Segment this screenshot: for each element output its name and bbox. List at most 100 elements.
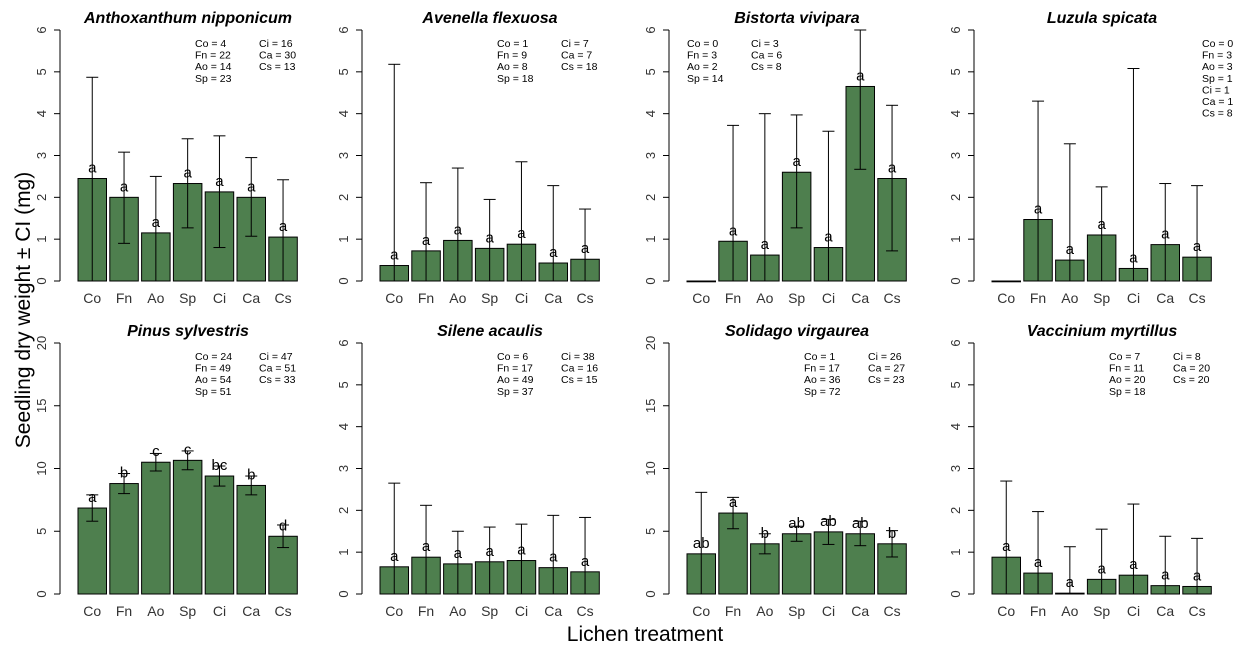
sample-size-label: Co = 0 <box>1202 38 1233 50</box>
significance-letter: b <box>761 525 769 542</box>
category-label: Sp <box>179 603 196 619</box>
y-tick-label: 3 <box>34 152 49 159</box>
category-label: Fn <box>1030 603 1046 619</box>
significance-letter: ab <box>693 535 710 552</box>
category-label: Ci <box>515 290 528 306</box>
y-tick-label: 5 <box>948 381 963 388</box>
y-tick-label: 5 <box>643 528 658 535</box>
category-label: Co <box>83 603 101 619</box>
category-label: Fn <box>116 603 132 619</box>
sample-size-label: Ca = 6 <box>751 50 782 62</box>
sample-size-label: Ao = 54 <box>195 374 232 386</box>
category-label: Ci <box>822 603 835 619</box>
sample-size-label: Fn = 22 <box>195 50 231 62</box>
sample-size-label: Fn = 17 <box>497 363 533 375</box>
significance-letter: a <box>88 160 97 177</box>
significance-letter: a <box>1129 556 1138 573</box>
category-label: Ci <box>1127 290 1140 306</box>
category-label: Fn <box>725 290 741 306</box>
category-label: Co <box>692 290 710 306</box>
category-label: Sp <box>788 603 805 619</box>
sample-size-label: Fn = 3 <box>1202 50 1232 62</box>
significance-letter: a <box>761 236 770 253</box>
sample-size-label: Co = 0 <box>687 38 718 50</box>
significance-letter: a <box>581 240 590 257</box>
category-label: Cs <box>1188 290 1205 306</box>
category-label: Ao <box>756 603 773 619</box>
y-tick-label: 0 <box>34 277 49 284</box>
y-axis-label: Seedling dry weight ± CI (mg) <box>12 172 35 448</box>
y-tick-label: 5 <box>34 528 49 535</box>
sample-size-label: Ca = 12 <box>1202 96 1233 108</box>
category-label: Co <box>385 290 403 306</box>
sample-size-label: Cs = 15 <box>561 374 598 386</box>
sample-size-label: Sp = 37 <box>497 386 534 398</box>
significance-letter: a <box>1002 538 1011 555</box>
significance-letter: a <box>1034 554 1043 571</box>
significance-letter: a <box>215 173 224 190</box>
y-tick-label: 0 <box>643 590 658 597</box>
y-tick-label: 0 <box>34 590 49 597</box>
y-tick-label: 2 <box>643 194 658 201</box>
y-tick-label: 5 <box>643 68 658 75</box>
sample-size-label: Ci = 47 <box>259 351 293 363</box>
bar-fn <box>109 483 139 595</box>
panel-title: Luzula spicata <box>1047 10 1157 27</box>
sample-size-label: Fn = 49 <box>195 363 231 375</box>
y-tick-label: 6 <box>34 26 49 33</box>
y-tick-label: 4 <box>643 110 658 117</box>
significance-letter: a <box>1161 567 1170 584</box>
category-label: Co <box>83 290 101 306</box>
bar-sp <box>781 533 812 595</box>
sample-size-label: Cs = 8 <box>751 61 782 73</box>
category-label: Sp <box>1093 290 1110 306</box>
category-label: Ao <box>449 603 466 619</box>
category-label: Ca <box>242 290 260 306</box>
y-tick-label: 0 <box>948 590 963 597</box>
category-label: Ci <box>213 603 226 619</box>
panel-title: Anthoxanthum nipponicum <box>83 10 292 27</box>
significance-letter: a <box>1193 567 1202 584</box>
y-tick-label: 3 <box>336 152 351 159</box>
category-label: Cs <box>274 290 291 306</box>
y-tick-label: 20 <box>34 336 49 350</box>
sample-size-label: Co = 1 <box>804 351 835 363</box>
category-label: Ao <box>1061 603 1078 619</box>
sample-size-label: Sp = 14 <box>687 73 724 85</box>
category-label: Cs <box>883 290 900 306</box>
sample-size-label: Ao = 8 <box>497 61 528 73</box>
y-tick-label: 3 <box>948 152 963 159</box>
significance-letter: a <box>729 222 738 239</box>
y-tick-label: 5 <box>336 381 351 388</box>
sample-size-label: Co = 7 <box>1109 351 1140 363</box>
panel-title: Silene acaulis <box>437 323 543 340</box>
y-tick-label: 5 <box>34 68 49 75</box>
sample-size-label: Co = 24 <box>195 351 232 363</box>
sample-size-label: Sp = 18 <box>497 73 534 85</box>
significance-letter: a <box>485 543 494 560</box>
category-label: Ao <box>756 290 773 306</box>
y-tick-label: 1 <box>643 236 658 243</box>
sample-size-label: Ca = 7 <box>561 50 592 62</box>
sample-size-label: Sp = 18 <box>1109 386 1146 398</box>
category-label: Ci <box>213 290 226 306</box>
panel-silene-acaulis: Silene acaulis 0 1 2 3 4 5 6 a Co a Fn a Ao a Sp a Ci a Ca a… <box>336 323 600 619</box>
category-label: Ao <box>1061 290 1078 306</box>
sample-size-label: Fn = 9 <box>497 50 527 62</box>
significance-letter: b <box>120 465 128 482</box>
significance-letter: a <box>517 225 526 242</box>
category-label: Ao <box>147 290 164 306</box>
significance-letter: a <box>856 67 865 84</box>
significance-letter: a <box>88 489 97 506</box>
y-tick-label: 6 <box>336 26 351 33</box>
y-tick-label: 20 <box>643 336 658 350</box>
sample-size-label: Ca = 16 <box>561 363 598 375</box>
bar-ca <box>236 484 266 595</box>
y-tick-label: 4 <box>948 110 963 117</box>
significance-letter: a <box>1097 560 1106 577</box>
y-tick-label: 3 <box>643 152 658 159</box>
sample-size-label: Co = 1 <box>497 38 528 50</box>
category-label: Ca <box>242 603 260 619</box>
significance-letter: a <box>422 538 431 555</box>
y-tick-label: 15 <box>34 399 49 413</box>
